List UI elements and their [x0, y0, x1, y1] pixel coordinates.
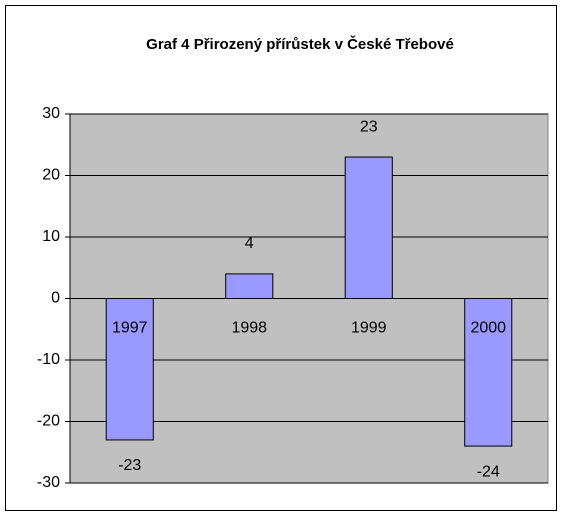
chart-title: Graf 4 Přirozený přírůstek v České Třebo… — [146, 35, 454, 53]
y-tick-label: -30 — [37, 474, 60, 491]
bar — [105, 298, 154, 441]
y-tick-label: -10 — [37, 351, 60, 368]
bar — [344, 156, 393, 299]
x-tick-label: 1997 — [112, 320, 148, 337]
data-label: 4 — [245, 235, 254, 252]
bar — [225, 273, 274, 299]
bar — [464, 298, 513, 447]
data-label: 23 — [360, 118, 378, 135]
y-tick-label: 0 — [51, 290, 60, 307]
data-label: -23 — [118, 457, 141, 474]
x-tick-label: 2000 — [470, 320, 506, 337]
y-tick-label: 10 — [42, 228, 60, 245]
x-tick-label: 1999 — [351, 320, 387, 337]
data-label: -24 — [477, 463, 500, 480]
y-tick-label: -20 — [37, 413, 60, 430]
y-tick-label: 20 — [42, 167, 60, 184]
x-tick-label: 1998 — [231, 320, 267, 337]
y-tick-label: 30 — [42, 105, 60, 122]
